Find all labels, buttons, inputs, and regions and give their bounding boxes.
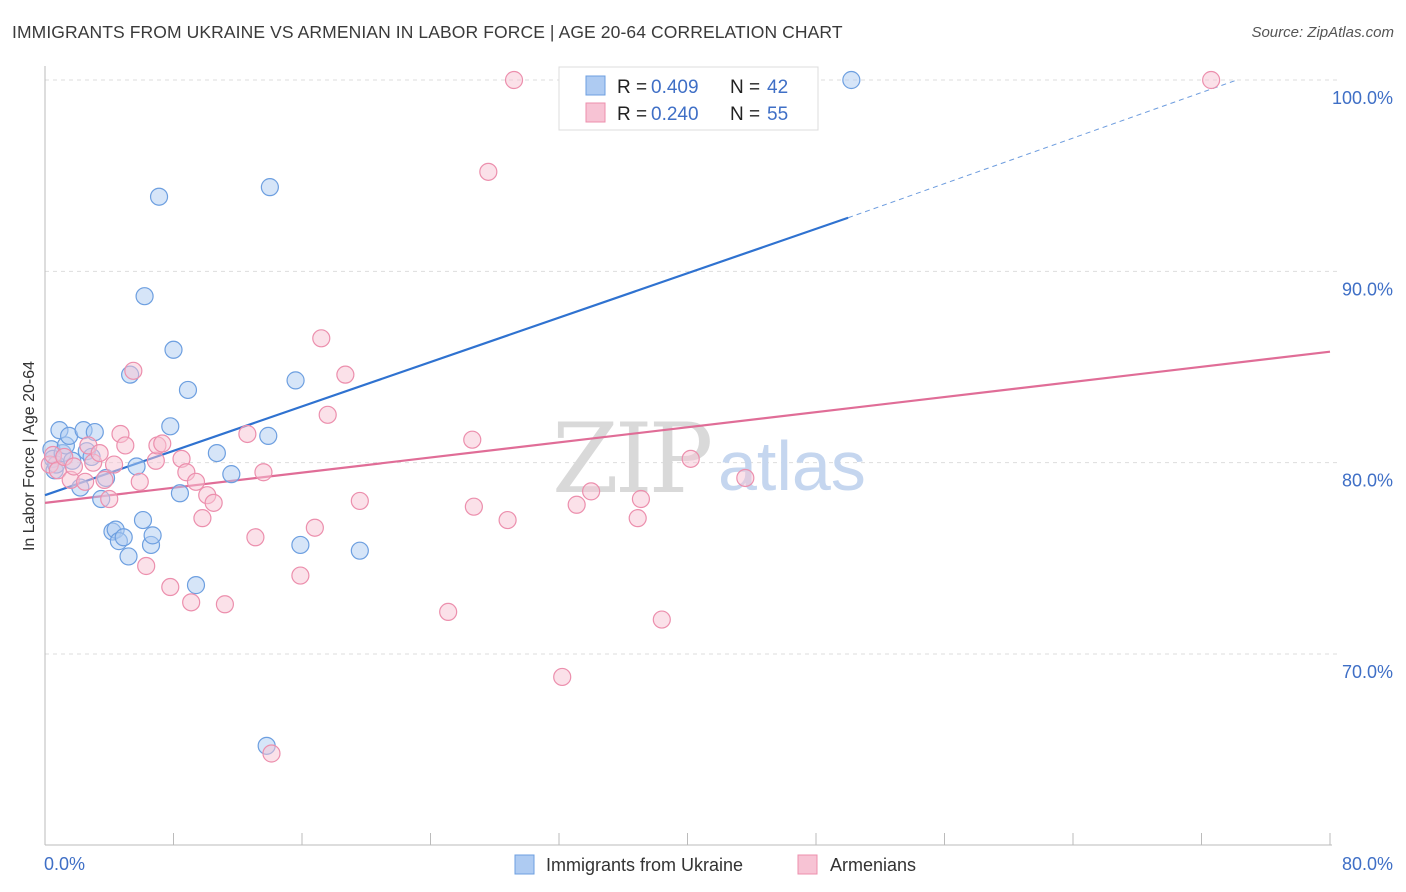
- point-armenians: [736, 468, 755, 488]
- x-tick-labels: 0.0% 80.0%: [44, 854, 1393, 874]
- point-armenians: [90, 444, 109, 463]
- point-armenians: [193, 509, 212, 528]
- x-tick-label: 80.0%: [1342, 854, 1393, 874]
- point-armenians: [553, 667, 572, 687]
- y-tick-label: 100.0%: [1332, 88, 1393, 108]
- series-legend-label-armenians: Armenians: [830, 855, 916, 875]
- y-tick-label: 80.0%: [1342, 471, 1393, 491]
- point-armenians: [318, 405, 337, 424]
- point-armenians: [182, 593, 201, 612]
- point-armenians: [628, 509, 647, 528]
- point-armenians: [350, 491, 369, 511]
- point-ukraine: [135, 287, 154, 306]
- x-tick-label: 0.0%: [44, 854, 85, 874]
- point-armenians: [652, 610, 671, 629]
- scatter-points: [40, 70, 1221, 763]
- point-ukraine: [149, 187, 169, 206]
- source-credit: Source: ZipAtlas.com: [1251, 24, 1394, 41]
- point-armenians: [76, 472, 95, 491]
- point-armenians: [464, 497, 483, 516]
- y-tick-label: 70.0%: [1342, 662, 1393, 682]
- point-armenians: [1202, 70, 1221, 90]
- point-armenians: [137, 556, 156, 576]
- point-armenians: [130, 472, 149, 491]
- point-armenians: [439, 602, 458, 622]
- legend-row-armenians: R = 0.240 N = 55: [617, 104, 788, 125]
- stats-legend: R = 0.409 N = 42 R = 0.240 N = 55: [558, 66, 819, 131]
- point-ukraine: [161, 417, 180, 436]
- point-armenians: [238, 424, 257, 444]
- point-armenians: [463, 430, 482, 449]
- legend-row-ukraine: R = 0.409 N = 42: [617, 77, 788, 98]
- point-armenians: [312, 329, 331, 348]
- trend-line-ukraine: [44, 216, 849, 497]
- point-armenians: [104, 455, 124, 474]
- point-ukraine: [178, 380, 198, 400]
- series-legend: Immigrants from Ukraine Armenians: [514, 854, 916, 875]
- y-tick-labels: 70.0% 80.0% 90.0% 100.0%: [1332, 88, 1393, 682]
- point-armenians: [305, 518, 324, 537]
- y-tick-label: 90.0%: [1342, 279, 1393, 299]
- y-axis-title: In Labor Force | Age 20-64: [21, 361, 38, 551]
- point-armenians: [64, 457, 84, 476]
- point-ukraine: [842, 70, 861, 90]
- point-armenians: [124, 361, 143, 380]
- legend-swatch-armenians: [585, 102, 606, 123]
- chart-title: IMMIGRANTS FROM UKRAINE VS ARMENIAN IN L…: [12, 22, 843, 42]
- point-armenians: [567, 495, 586, 514]
- series-legend-swatch-ukraine: [514, 854, 535, 875]
- point-armenians: [95, 470, 114, 489]
- point-armenians: [504, 70, 524, 90]
- point-ukraine: [133, 510, 153, 530]
- watermark-atlas: atlas: [718, 427, 866, 505]
- gridlines: [45, 79, 1338, 655]
- point-ukraine: [286, 371, 305, 390]
- point-ukraine: [207, 444, 226, 463]
- point-ukraine: [291, 535, 310, 555]
- point-armenians: [336, 365, 355, 384]
- point-ukraine: [222, 465, 241, 484]
- point-armenians: [161, 577, 180, 597]
- watermark: ZIP atlas: [552, 403, 866, 515]
- point-ukraine: [164, 340, 183, 359]
- point-ukraine: [143, 526, 162, 545]
- point-armenians: [153, 434, 172, 453]
- point-armenians: [498, 510, 517, 530]
- point-ukraine: [350, 541, 369, 560]
- point-armenians: [116, 436, 135, 455]
- point-ukraine: [186, 576, 206, 595]
- point-armenians: [479, 162, 498, 181]
- point-armenians: [681, 449, 700, 468]
- point-ukraine: [114, 528, 133, 547]
- point-armenians: [631, 489, 651, 509]
- legend-swatch-ukraine: [585, 75, 606, 96]
- point-armenians: [204, 493, 223, 512]
- trend-extension-ukraine: [847, 79, 1238, 219]
- series-legend-swatch-armenians: [797, 854, 818, 875]
- point-armenians: [146, 451, 165, 470]
- point-armenians: [215, 595, 234, 614]
- point-armenians: [186, 472, 206, 491]
- point-armenians: [291, 566, 310, 585]
- point-armenians: [254, 463, 273, 482]
- point-armenians: [100, 489, 119, 509]
- point-armenians: [246, 528, 265, 547]
- series-legend-label-ukraine: Immigrants from Ukraine: [546, 855, 743, 875]
- point-ukraine: [127, 457, 146, 476]
- point-ukraine: [259, 426, 278, 445]
- point-armenians: [582, 482, 601, 501]
- point-armenians: [262, 744, 281, 763]
- point-ukraine: [170, 484, 190, 503]
- point-ukraine: [119, 547, 138, 566]
- point-ukraine: [260, 178, 279, 197]
